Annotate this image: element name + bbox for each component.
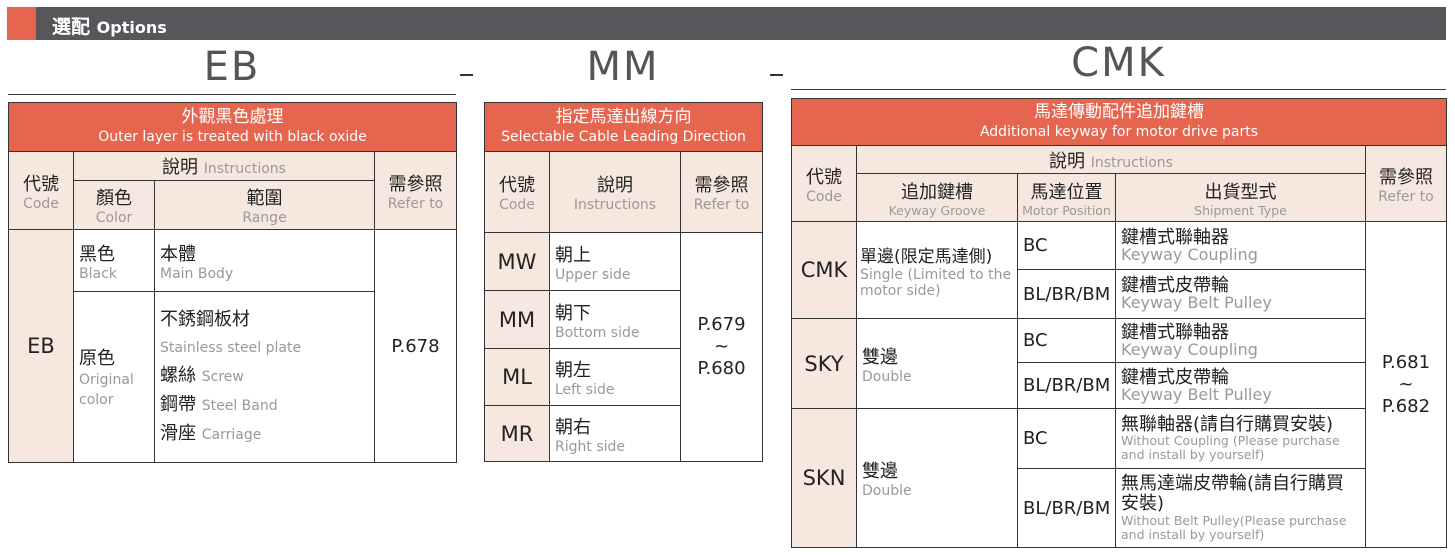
- mm-title: MM: [586, 44, 660, 90]
- code-cell: SKY: [791, 318, 857, 409]
- position-cell: BC: [1017, 221, 1116, 270]
- color-cell: 黑色 Black: [73, 229, 155, 292]
- col-code: 代號 Code: [8, 151, 74, 230]
- section-title: 選配 Options: [52, 12, 167, 39]
- direction-cell: 朝上 Upper side: [549, 232, 681, 291]
- col-instructions: 說明 Instructions: [549, 151, 681, 233]
- eb-table: 外觀黑色處理 Outer layer is treated with black …: [8, 102, 457, 463]
- eb-title: EB: [203, 44, 261, 90]
- shipment-cell: 鍵槽式聯軸器 Keyway Coupling: [1115, 221, 1366, 270]
- col-color: 顏色 Color: [73, 180, 155, 230]
- position-cell: BL/BR/BM: [1017, 362, 1116, 409]
- col-shipment-type: 出貨型式 Shipment Type: [1115, 173, 1366, 222]
- section-header: 選配 Options: [7, 7, 1446, 40]
- code-cell: MR: [484, 405, 550, 462]
- title-en: Options: [96, 18, 167, 37]
- accent-block: [7, 7, 36, 40]
- position-cell: BL/BR/BM: [1017, 468, 1116, 548]
- eb-table-header: 外觀黑色處理 Outer layer is treated with black …: [8, 102, 457, 152]
- col-refer: 需參照 Refer to: [374, 151, 457, 230]
- col-refer: 需參照 Refer to: [1365, 145, 1447, 222]
- code-cell: MM: [484, 290, 550, 349]
- divider: [8, 94, 456, 95]
- range-cell: 不銹鋼板材 Stainless steel plate 螺絲 Screw 鋼帶 S…: [154, 291, 375, 463]
- shipment-cell: 無聯軸器(請自行購買安裝) Without Coupling (Please pu…: [1115, 408, 1366, 469]
- color-cell: 原色 Original color: [73, 291, 155, 463]
- groove-cell: 雙邊 Double: [856, 318, 1018, 409]
- position-cell: BL/BR/BM: [1017, 269, 1116, 319]
- col-keyway-groove: 追加鍵槽 Keyway Groove: [856, 173, 1018, 222]
- direction-cell: 朝下 Bottom side: [549, 290, 681, 349]
- code-cell: SKN: [791, 408, 857, 548]
- code-cell: MW: [484, 232, 550, 291]
- divider: [791, 89, 1446, 90]
- shipment-cell: 無馬達端皮帶輪(請自行購買安裝) Without Belt Pulley(Plea…: [1115, 468, 1366, 548]
- col-instructions: 說明 Instructions: [73, 151, 375, 181]
- shipment-cell: 鍵槽式聯軸器 Keyway Coupling: [1115, 318, 1366, 363]
- position-cell: BC: [1017, 318, 1116, 363]
- direction-cell: 朝左 Left side: [549, 348, 681, 406]
- refer-cell: P.678: [374, 229, 457, 463]
- cmk-table: 馬達傳動配件追加鍵槽 Additional keyway for motor dr…: [791, 98, 1447, 548]
- col-refer: 需參照 Refer to: [679, 151, 764, 233]
- col-motor-position: 馬達位置 Motor Position: [1017, 173, 1116, 222]
- range-cell: 本體 Main Body: [154, 229, 375, 292]
- shipment-cell: 鍵槽式皮帶輪 Keyway Belt Pulley: [1115, 362, 1366, 409]
- code-cell: EB: [8, 229, 74, 463]
- cmk-table-header: 馬達傳動配件追加鍵槽 Additional keyway for motor dr…: [791, 98, 1447, 146]
- mm-table-header: 指定馬達出線方向 Selectable Cable Leading Directi…: [483, 102, 764, 152]
- code-cell: CMK: [791, 221, 857, 319]
- dash: [460, 74, 473, 76]
- cmk-title: CMK: [1071, 40, 1166, 86]
- dash: [770, 74, 783, 76]
- refer-cell: P.679 ~ P.680: [679, 232, 764, 462]
- col-instructions: 說明 Instructions: [856, 145, 1366, 174]
- col-code: 代號 Code: [791, 145, 857, 222]
- groove-cell: 單邊(限定馬達側) Single (Limited to the motor si…: [856, 221, 1018, 319]
- position-cell: BC: [1017, 408, 1116, 469]
- refer-cell: P.681 ~ P.682: [1365, 221, 1447, 548]
- code-cell: ML: [484, 348, 550, 406]
- groove-cell: 雙邊 Double: [856, 408, 1018, 548]
- title-zh: 選配: [52, 16, 91, 38]
- col-code: 代號 Code: [484, 151, 550, 233]
- shipment-cell: 鍵槽式皮帶輪 Keyway Belt Pulley: [1115, 269, 1366, 319]
- mm-table: 指定馬達出線方向 Selectable Cable Leading Directi…: [483, 102, 764, 462]
- direction-cell: 朝右 Right side: [549, 405, 681, 462]
- col-range: 範圍 Range: [154, 180, 375, 230]
